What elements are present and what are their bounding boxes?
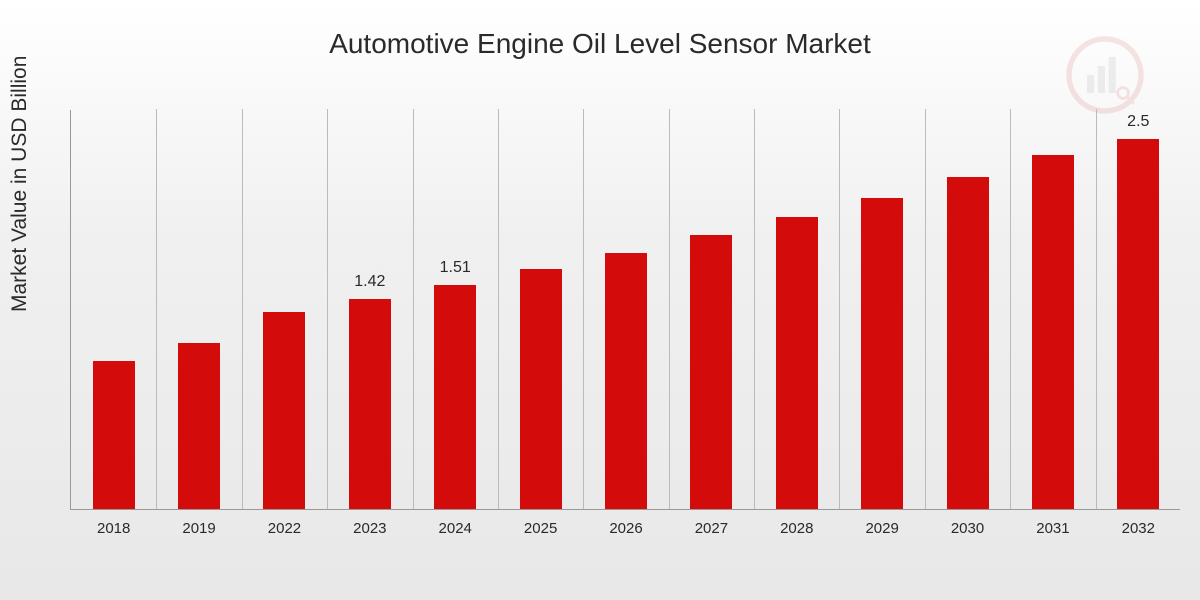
bar-value-label: 1.42 bbox=[340, 273, 400, 291]
x-tick-label: 2018 bbox=[97, 520, 130, 537]
gridline bbox=[498, 109, 499, 509]
chart-container: 2018 2019 2022 1.42 2023 1.51 2024 2025 2026 2027… bbox=[70, 110, 1180, 540]
bar bbox=[263, 312, 305, 509]
x-tick-label: 2028 bbox=[780, 520, 813, 537]
x-tick-label: 2030 bbox=[951, 520, 984, 537]
x-tick-label: 2026 bbox=[609, 520, 642, 537]
gridline bbox=[156, 109, 157, 509]
x-tick-label: 2025 bbox=[524, 520, 557, 537]
gridline bbox=[583, 109, 584, 509]
bar bbox=[93, 361, 135, 509]
chart-title: Automotive Engine Oil Level Sensor Marke… bbox=[0, 0, 1200, 60]
bar bbox=[947, 177, 989, 509]
x-tick-label: 2023 bbox=[353, 520, 386, 537]
bar bbox=[1117, 139, 1159, 509]
x-tick-label: 2029 bbox=[865, 520, 898, 537]
gridline bbox=[839, 109, 840, 509]
gridline bbox=[925, 109, 926, 509]
gridline bbox=[327, 109, 328, 509]
gridline bbox=[754, 109, 755, 509]
x-tick-label: 2024 bbox=[439, 520, 472, 537]
gridline bbox=[669, 109, 670, 509]
y-axis-label: Market Value in USD Billion bbox=[8, 56, 32, 312]
bar bbox=[349, 299, 391, 509]
x-tick-label: 2031 bbox=[1036, 520, 1069, 537]
bar bbox=[520, 269, 562, 509]
watermark-logo bbox=[1060, 30, 1150, 120]
bar bbox=[776, 217, 818, 509]
plot-area: 2018201920221.4220231.512024202520262027… bbox=[70, 110, 1180, 510]
bar bbox=[178, 343, 220, 509]
x-tick-label: 2027 bbox=[695, 520, 728, 537]
x-tick-label: 2019 bbox=[182, 520, 215, 537]
bar bbox=[1032, 155, 1074, 509]
bar bbox=[434, 285, 476, 509]
gridline bbox=[413, 109, 414, 509]
gridline bbox=[1096, 109, 1097, 509]
gridline bbox=[242, 109, 243, 509]
bar bbox=[861, 198, 903, 509]
x-tick-label: 2032 bbox=[1122, 520, 1155, 537]
x-tick-label: 2022 bbox=[268, 520, 301, 537]
bar-value-label: 2.5 bbox=[1108, 113, 1168, 131]
bar-value-label: 1.51 bbox=[425, 259, 485, 277]
gridline bbox=[1010, 109, 1011, 509]
bar bbox=[605, 253, 647, 509]
bar bbox=[690, 235, 732, 509]
